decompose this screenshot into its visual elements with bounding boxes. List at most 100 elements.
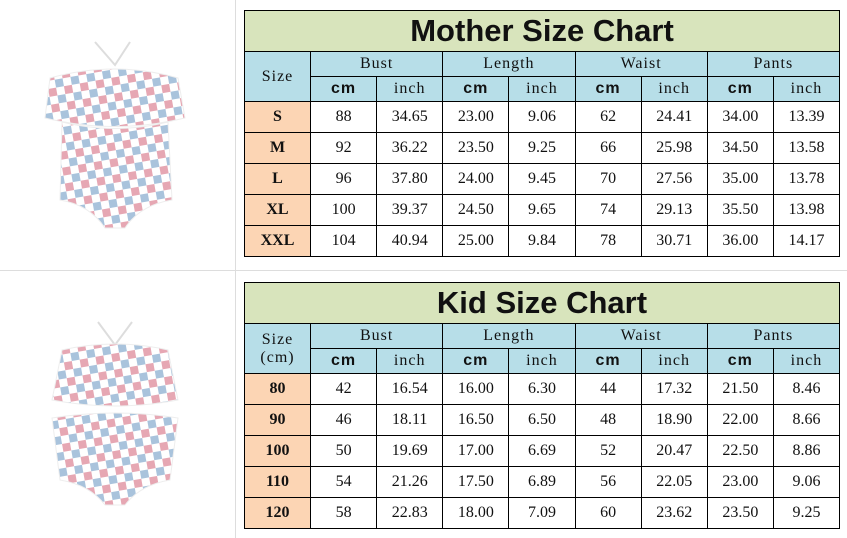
size-label: Size <box>261 330 294 348</box>
unit-row: cm inch cm inch cm inch cm inch <box>245 76 841 102</box>
size-header: Size <box>244 51 311 102</box>
cell: 16.54 <box>376 373 444 405</box>
unit-header: inch <box>772 348 841 374</box>
data-row: XXL 104 40.94 25.00 9.84 78 30.71 36.00 14.17 <box>244 225 841 257</box>
cell: 56 <box>574 466 642 498</box>
data-row: 120 58 22.83 18.00 7.09 60 23.62 23.50 9.25 <box>244 497 841 529</box>
cell: 24.50 <box>442 194 510 226</box>
cell: 104 <box>309 225 378 257</box>
data-row: S 88 34.65 23.00 9.06 62 24.41 34.00 13.39 <box>244 101 841 133</box>
divider <box>235 0 236 538</box>
cell: 24.00 <box>442 163 510 195</box>
unit-header: inch <box>508 76 576 102</box>
size-cell: L <box>244 163 311 195</box>
cell: 21.26 <box>376 466 444 498</box>
size-cell: S <box>244 101 311 133</box>
product-images <box>44 41 186 506</box>
cell: 9.84 <box>508 225 576 257</box>
size-cell: M <box>244 132 311 164</box>
cell: 74 <box>574 194 642 226</box>
cell: 9.06 <box>772 466 841 498</box>
cell: 21.50 <box>706 373 774 405</box>
cell: 8.66 <box>772 404 841 436</box>
cell: 36.00 <box>706 225 774 257</box>
cell: 29.13 <box>640 194 708 226</box>
cell: 34.00 <box>706 101 774 133</box>
cell: 17.00 <box>442 435 510 467</box>
title-row: Mother Size Chart <box>244 10 840 52</box>
data-row: XL 100 39.37 24.50 9.65 74 29.13 35.50 13.98 <box>244 194 841 226</box>
cell: 23.50 <box>442 132 510 164</box>
data-row: 80 42 16.54 16.00 6.30 44 17.32 21.50 8.46 <box>244 373 841 405</box>
cell: 23.50 <box>706 497 774 529</box>
cell: 25.98 <box>640 132 708 164</box>
cell: 88 <box>309 101 378 133</box>
cell: 54 <box>309 466 378 498</box>
size-cell: 90 <box>244 404 311 436</box>
size-cell: XXL <box>244 225 311 257</box>
cell: 23.62 <box>640 497 708 529</box>
mother-swimsuit <box>44 41 186 229</box>
cell: 23.00 <box>442 101 510 133</box>
group-header: Waist <box>574 323 708 349</box>
group-header: Waist <box>574 51 708 77</box>
unit-header: cm <box>442 76 510 102</box>
cell: 13.98 <box>772 194 841 226</box>
unit-header: cm <box>574 76 642 102</box>
group-header: Length <box>442 323 576 349</box>
unit-header: inch <box>376 76 444 102</box>
cell: 17.32 <box>640 373 708 405</box>
cell: 42 <box>309 373 378 405</box>
cell: 39.37 <box>376 194 444 226</box>
data-row: M 92 36.22 23.50 9.25 66 25.98 34.50 13.58 <box>244 132 841 164</box>
group-row: Size Bust Length Waist Pants <box>244 51 841 102</box>
cell: 9.06 <box>508 101 576 133</box>
cell: 58 <box>309 497 378 529</box>
table-title: Mother Size Chart <box>244 10 840 52</box>
cell: 62 <box>574 101 642 133</box>
cell: 13.78 <box>772 163 841 195</box>
size-cell: 100 <box>244 435 311 467</box>
cell: 92 <box>309 132 378 164</box>
data-row: 90 46 18.11 16.50 6.50 48 18.90 22.00 8.66 <box>244 404 841 436</box>
unit-header: inch <box>376 348 444 374</box>
unit-header: inch <box>640 348 708 374</box>
cell: 96 <box>309 163 378 195</box>
cell: 66 <box>574 132 642 164</box>
cell: 30.71 <box>640 225 708 257</box>
cell: 18.00 <box>442 497 510 529</box>
unit-header: cm <box>706 76 774 102</box>
cell: 16.00 <box>442 373 510 405</box>
cell: 9.45 <box>508 163 576 195</box>
cell: 13.58 <box>772 132 841 164</box>
unit-header: cm <box>574 348 642 374</box>
divider <box>0 270 847 271</box>
cell: 35.00 <box>706 163 774 195</box>
unit-header: inch <box>508 348 576 374</box>
cell: 52 <box>574 435 642 467</box>
group-header: Pants <box>706 323 841 349</box>
cell: 22.50 <box>706 435 774 467</box>
cell: 60 <box>574 497 642 529</box>
unit-header: cm <box>309 76 378 102</box>
cell: 18.90 <box>640 404 708 436</box>
cell: 25.00 <box>442 225 510 257</box>
cell: 78 <box>574 225 642 257</box>
cell: 48 <box>574 404 642 436</box>
data-row: 100 50 19.69 17.00 6.69 52 20.47 22.50 8.86 <box>244 435 841 467</box>
unit-header: inch <box>772 76 841 102</box>
group-header: Bust <box>309 51 444 77</box>
cell: 6.69 <box>508 435 576 467</box>
cell: 18.11 <box>376 404 444 436</box>
size-cell: 120 <box>244 497 311 529</box>
kid-table: Kid Size Chart Size (cm) Bust Length Waist Pan… <box>244 282 841 529</box>
title-row: Kid Size Chart <box>244 282 840 324</box>
cell: 9.65 <box>508 194 576 226</box>
cell: 50 <box>309 435 378 467</box>
unit-row: cm inch cm inch cm inch cm inch <box>245 348 841 374</box>
cell: 46 <box>309 404 378 436</box>
size-header: Size (cm) <box>244 323 311 374</box>
cell: 13.39 <box>772 101 841 133</box>
cell: 37.80 <box>376 163 444 195</box>
